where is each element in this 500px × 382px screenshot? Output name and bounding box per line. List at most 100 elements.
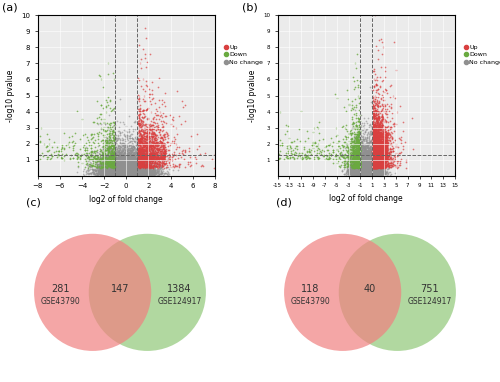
Point <box>104 150 112 156</box>
Point <box>118 171 126 177</box>
Point <box>362 166 370 172</box>
Point <box>141 138 149 144</box>
Point <box>90 148 98 154</box>
Point <box>385 153 393 159</box>
Point <box>146 160 154 167</box>
Point <box>154 146 162 152</box>
Point <box>128 163 136 169</box>
Point <box>117 165 125 172</box>
Point <box>378 168 386 174</box>
Point <box>369 154 377 160</box>
Point <box>132 171 140 177</box>
Point <box>382 144 390 150</box>
Point <box>372 160 380 167</box>
Point <box>149 153 157 159</box>
Point <box>368 170 376 176</box>
Point <box>118 162 126 168</box>
Point <box>347 169 355 175</box>
Point <box>140 170 148 176</box>
Point <box>124 172 132 178</box>
Point <box>364 151 372 157</box>
Point <box>376 149 384 155</box>
Point <box>381 157 389 163</box>
Point <box>112 149 120 155</box>
Point <box>148 169 156 175</box>
Point <box>140 157 147 163</box>
Point <box>358 163 366 170</box>
Point <box>371 164 379 170</box>
Point <box>122 141 130 147</box>
Point <box>362 165 370 171</box>
Point <box>358 167 366 173</box>
Point <box>118 168 126 175</box>
Point <box>118 170 126 176</box>
Point <box>350 161 358 167</box>
Point <box>138 171 146 177</box>
Point <box>308 142 316 148</box>
Point <box>122 153 130 159</box>
Point <box>122 164 130 170</box>
Point <box>360 167 368 173</box>
Point <box>92 164 100 170</box>
Point <box>375 143 383 149</box>
Point <box>114 165 122 171</box>
Point <box>114 167 122 173</box>
Point <box>364 171 372 177</box>
Point <box>364 170 372 176</box>
Point <box>108 165 116 171</box>
Point <box>100 166 108 172</box>
Point <box>132 167 140 173</box>
Point <box>276 109 284 115</box>
Point <box>352 156 360 162</box>
Point <box>362 170 370 176</box>
Point <box>128 161 136 167</box>
Point <box>110 154 118 160</box>
Point <box>366 128 374 134</box>
Point <box>99 162 107 168</box>
Point <box>101 164 109 170</box>
Point <box>123 153 131 159</box>
Point <box>362 169 370 175</box>
Point <box>122 168 130 175</box>
Point <box>109 166 117 172</box>
Point <box>131 134 139 140</box>
Point <box>362 143 370 149</box>
Point <box>108 148 116 154</box>
Point <box>371 150 379 156</box>
Point <box>386 125 394 131</box>
Point <box>138 169 146 175</box>
Point <box>369 168 377 174</box>
Point <box>96 172 104 178</box>
Point <box>360 160 368 166</box>
Point <box>141 139 149 146</box>
Point <box>156 162 164 168</box>
Point <box>366 172 374 178</box>
Point <box>108 128 116 134</box>
Point <box>348 163 356 169</box>
Point <box>129 168 137 175</box>
Point <box>102 164 110 170</box>
Point <box>130 165 138 171</box>
Point <box>138 163 146 169</box>
Point <box>370 151 378 157</box>
Point <box>126 123 134 129</box>
Point <box>369 166 377 172</box>
Point <box>372 154 380 160</box>
Point <box>360 169 368 175</box>
Point <box>362 157 370 163</box>
Point <box>364 157 372 163</box>
Point <box>355 156 363 162</box>
Point <box>138 161 146 167</box>
Point <box>358 151 366 157</box>
Point <box>360 167 368 173</box>
Point <box>105 163 113 170</box>
Point <box>354 154 362 160</box>
Point <box>158 170 166 176</box>
Point <box>368 163 376 169</box>
Point <box>82 158 90 164</box>
Point <box>372 160 380 166</box>
Point <box>114 153 122 159</box>
Point <box>370 158 378 164</box>
Point <box>120 171 128 177</box>
Point <box>116 162 124 168</box>
